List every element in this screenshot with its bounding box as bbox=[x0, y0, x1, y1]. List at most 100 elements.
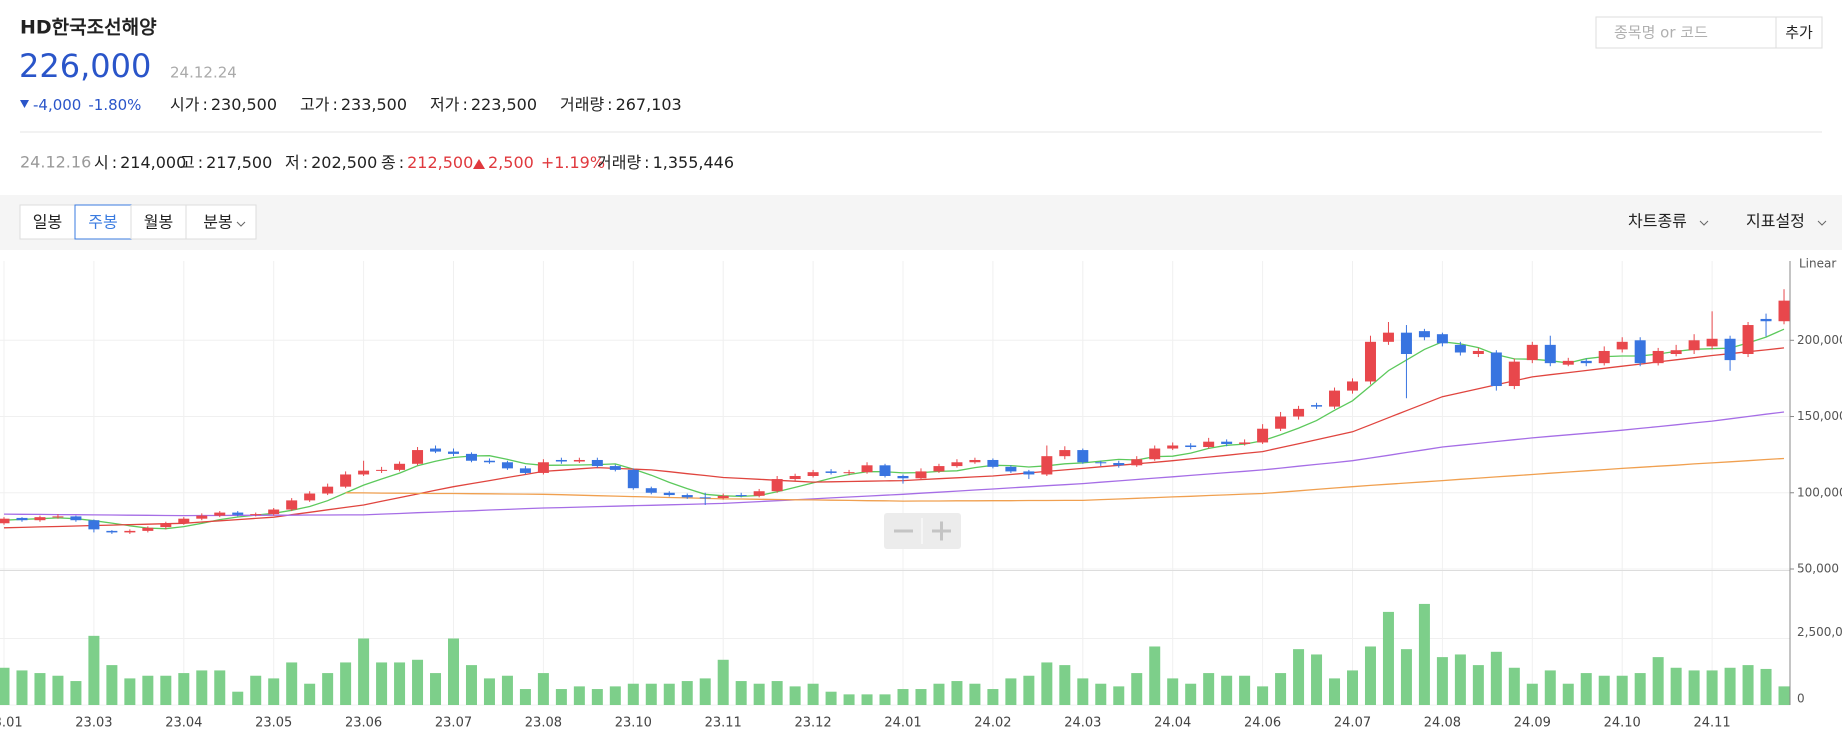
volume-bar bbox=[1778, 686, 1790, 705]
search-box[interactable] bbox=[1595, 16, 1777, 49]
candle-body bbox=[1221, 441, 1233, 444]
add-button[interactable] bbox=[1775, 16, 1823, 49]
x-tick-label: 23.01 bbox=[0, 716, 23, 731]
zoom-in[interactable] bbox=[932, 521, 951, 541]
candle-body bbox=[16, 517, 28, 521]
candle-body bbox=[483, 460, 495, 463]
stat-sep: : bbox=[303, 153, 308, 172]
candle-body bbox=[537, 462, 549, 473]
stat-sep: : bbox=[462, 95, 467, 114]
candle-body bbox=[1688, 340, 1700, 351]
candle-body bbox=[1778, 300, 1790, 322]
x-tick-label: 24.02 bbox=[974, 716, 1011, 731]
volume-bar bbox=[1005, 678, 1017, 705]
candle-body bbox=[106, 530, 118, 533]
volume-bar bbox=[214, 670, 226, 705]
stat: 고:217,500 bbox=[180, 153, 272, 172]
hover-change-value: 2,500 bbox=[488, 153, 534, 172]
volume-bar bbox=[1095, 683, 1107, 705]
volume-bar bbox=[483, 678, 495, 705]
price-change: -4,000 -1.80% bbox=[33, 96, 141, 114]
candle-body bbox=[286, 500, 298, 510]
volume-bar bbox=[753, 683, 765, 705]
candle-body bbox=[214, 512, 226, 516]
menu-button[interactable]: 차트종류 bbox=[1628, 212, 1687, 231]
volume-bar bbox=[1275, 673, 1287, 705]
x-tick-label: 23.11 bbox=[705, 716, 742, 731]
candle-body bbox=[142, 527, 154, 531]
down-arrow bbox=[20, 100, 29, 108]
stat-value: 212,500 bbox=[407, 153, 473, 172]
volume-bar bbox=[1293, 649, 1305, 705]
period-button[interactable]: 일봉 bbox=[33, 213, 62, 232]
volume-bar bbox=[1185, 683, 1197, 705]
menu-button[interactable]: 지표설정 bbox=[1746, 212, 1805, 231]
stat-value: 233,500 bbox=[341, 95, 407, 114]
period-button[interactable]: 분봉 bbox=[203, 213, 232, 232]
candle-body bbox=[519, 468, 531, 473]
x-tick-label: 23.08 bbox=[525, 716, 562, 731]
volume-bar bbox=[1760, 668, 1772, 705]
volume-bar bbox=[106, 665, 118, 705]
candle-body bbox=[645, 488, 657, 493]
change-value: -4,000 bbox=[33, 96, 81, 114]
volume-bar bbox=[430, 673, 442, 705]
period-button[interactable]: 월봉 bbox=[144, 213, 173, 232]
volume-bar bbox=[448, 638, 459, 705]
volume-bar bbox=[52, 675, 64, 705]
x-tick-label: 24.03 bbox=[1064, 716, 1101, 731]
chevron bbox=[1699, 220, 1709, 226]
candle-body bbox=[699, 497, 711, 499]
toolbar bbox=[0, 195, 1842, 250]
candle-body bbox=[250, 514, 262, 516]
volume-bar bbox=[663, 683, 675, 705]
add-button-label: 추가 bbox=[1785, 24, 1813, 42]
volume-bar bbox=[358, 638, 370, 705]
candle-body bbox=[1598, 350, 1610, 364]
period-button[interactable]: 주봉 bbox=[88, 213, 117, 232]
candle-body bbox=[34, 517, 46, 521]
stat-value: 214,000 bbox=[120, 153, 186, 172]
volume-bar bbox=[1077, 678, 1089, 705]
candle-body bbox=[1382, 332, 1394, 342]
candle-body bbox=[573, 459, 585, 462]
candle-body bbox=[160, 523, 172, 528]
volume-bar bbox=[807, 683, 819, 705]
volume-bar bbox=[645, 683, 657, 705]
volume-bar bbox=[915, 689, 927, 705]
volume-bar bbox=[0, 667, 10, 705]
candle-body bbox=[501, 462, 513, 469]
candle-body bbox=[412, 450, 424, 464]
volume-bar bbox=[70, 681, 82, 705]
candle-body bbox=[735, 495, 747, 497]
stat-value: 230,500 bbox=[211, 95, 277, 114]
candle-body bbox=[555, 459, 567, 462]
candle-body bbox=[969, 459, 981, 463]
y-tick-label: 200,000 bbox=[1797, 333, 1842, 347]
volume-bar bbox=[1221, 675, 1233, 705]
candle-body bbox=[825, 471, 837, 473]
volume-bar bbox=[1203, 673, 1215, 705]
volume-bar bbox=[933, 683, 945, 705]
candle-body bbox=[394, 463, 406, 470]
candle-body bbox=[340, 474, 352, 487]
candle-body bbox=[1311, 405, 1323, 407]
volume-bar bbox=[322, 673, 334, 705]
volume-bar bbox=[519, 689, 531, 705]
x-tick-label: 23.03 bbox=[75, 716, 112, 731]
volume-bar bbox=[412, 659, 424, 705]
volume-bar bbox=[465, 665, 477, 705]
volume-bar bbox=[1616, 675, 1628, 705]
candle-body bbox=[1562, 360, 1574, 365]
candle-body bbox=[843, 472, 855, 474]
candle-body bbox=[771, 479, 783, 492]
candle-body bbox=[1329, 390, 1341, 407]
candle-body bbox=[663, 492, 675, 496]
x-tick-label: 23.12 bbox=[794, 716, 831, 731]
price-date: 24.12.24 bbox=[170, 64, 237, 82]
candle-body bbox=[897, 475, 909, 479]
candle-body bbox=[1239, 442, 1251, 444]
candle-body bbox=[951, 462, 963, 467]
volume-bar bbox=[897, 689, 909, 705]
